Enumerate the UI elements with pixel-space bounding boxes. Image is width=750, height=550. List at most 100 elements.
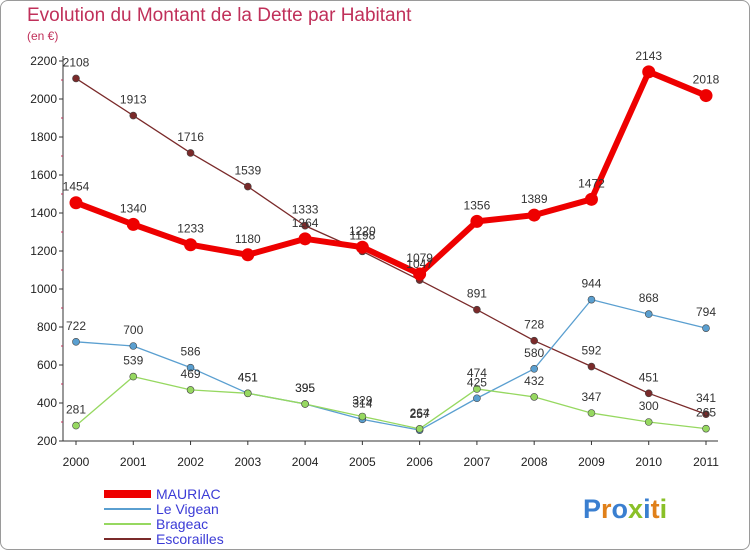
data-label-le-vigean: 580 [524,346,544,360]
data-point-mauriac [241,248,255,262]
axes: 200 400 600 800 1000 1200 1400 1600 1800 2000 2200… [30,54,719,469]
y-tick-label: 600 [37,358,57,372]
data-point-brageac [587,409,596,417]
data-label-brageac: 432 [524,374,544,388]
x-tick-label: 2003 [234,455,261,469]
data-label-brageac: 474 [467,366,487,380]
data-point-escorailles [301,221,309,230]
data-label-le-vigean: 451 [238,370,258,384]
logo-letter: r [601,494,612,524]
data-point-le-vigean [473,394,481,403]
data-point-mauriac [184,238,198,252]
data-label-mauriac: 1233 [177,222,204,236]
data-point-brageac [244,389,252,398]
y-tick-label: 1600 [30,168,57,182]
data-label-mauriac: 1356 [464,198,491,212]
y-tick-label: 400 [37,396,57,410]
data-label-brageac: 329 [352,393,372,407]
x-tick-label: 2011 [693,455,719,469]
data-point-brageac [415,425,424,433]
y-tick-label: 200 [37,434,57,448]
data-label-mauriac: 1389 [521,192,548,206]
data-label-brageac: 300 [639,399,659,413]
x-tick-label: 2010 [635,455,662,469]
data-point-mauriac [527,208,541,222]
data-label-escorailles: 592 [581,344,601,358]
data-label-mauriac: 1454 [63,180,90,194]
y-tick-label: 1200 [30,244,57,258]
data-point-mauriac [413,267,427,281]
y-tick-label: 2200 [30,54,57,68]
data-point-escorailles [473,305,481,314]
data-label-mauriac: 1079 [406,251,433,265]
data-point-le-vigean [129,342,138,350]
series-line-le-vigean [75,298,707,431]
x-tick-label: 2009 [578,455,605,469]
data-point-mauriac [642,65,656,79]
data-label-escorailles: 1913 [120,93,147,107]
data-label-mauriac: 1340 [120,201,147,215]
data-label-escorailles: 2108 [63,55,90,69]
data-point-mauriac [355,240,369,254]
data-label-mauriac: 2143 [635,49,662,63]
data-point-le-vigean [644,310,653,318]
data-label-mauriac: 1180 [235,232,261,246]
x-tick-label: 2007 [464,455,491,469]
x-tick-label: 2001 [120,455,147,469]
y-tick-label: 1000 [30,282,57,296]
x-tick-label: 2000 [63,455,90,469]
data-point-brageac [530,393,538,401]
data-label-le-vigean: 395 [295,381,315,395]
data-point-le-vigean [186,363,195,372]
data-label-le-vigean: 314 [352,396,372,410]
data-label-brageac: 395 [295,381,315,395]
data-label-escorailles: 891 [467,287,487,301]
data-label-escorailles: 451 [639,370,659,384]
x-tick-label: 2005 [349,455,376,469]
data-point-le-vigean [587,295,596,304]
logo-letter: i [660,494,668,524]
x-tick-label: 2006 [406,455,433,469]
data-point-escorailles [702,410,710,419]
data-label-le-vigean: 868 [639,291,659,305]
data-point-le-vigean [702,324,710,332]
logo-letter: i [643,494,651,524]
data-label-brageac: 281 [66,403,86,417]
data-label-escorailles: 1047 [406,257,433,271]
data-label-le-vigean: 722 [66,319,86,333]
logo-letter: o [612,494,629,524]
data-point-escorailles [644,389,653,398]
data-label-brageac: 265 [696,406,716,420]
x-tick-label: 2004 [292,455,319,469]
legend-label-le-vigean: Le Vigean [156,501,219,517]
data-point-mauriac [699,89,713,103]
data-point-escorailles [530,336,538,345]
data-point-escorailles [129,111,138,120]
data-label-mauriac: 1472 [578,176,605,190]
y-tick-label: 1400 [30,206,57,220]
series-line-brageac [75,375,707,430]
data-label-escorailles: 1716 [177,130,204,144]
y-tick-label: 800 [37,320,57,334]
proxiti-logo-text: Proxiti [583,494,667,524]
data-label-mauriac: 2018 [693,73,720,87]
data-point-mauriac [470,214,484,228]
data-point-brageac [129,372,138,381]
data-labels: 2108 1913 1716 1539 1333 1198 1047 891 728 592 451… [63,49,720,421]
data-label-brageac: 451 [238,370,258,384]
legend-label-mauriac: MAURIAC [156,486,221,502]
data-label-le-vigean: 425 [467,375,487,389]
data-label-mauriac: 1220 [349,224,376,238]
data-point-brageac [72,421,80,430]
data-point-escorailles [244,182,252,191]
series-lines [69,65,713,434]
data-label-brageac: 264 [410,406,430,420]
data-point-brageac [644,418,653,426]
proxiti-logo: Proxiti [583,494,667,524]
x-tick-label: 2002 [177,455,204,469]
data-point-brageac [301,400,309,408]
data-label-le-vigean: 944 [581,277,601,291]
data-point-brageac [186,386,195,394]
